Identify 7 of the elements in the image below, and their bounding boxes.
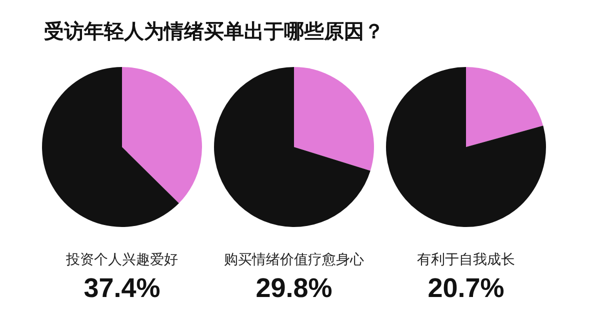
text: 37.4% [84,273,160,303]
text: 20.7% [428,273,504,303]
text: 29.8% [256,273,332,303]
text: 受访年轻人为情绪买单出于哪些原因？ [44,20,384,43]
text: 投资个人兴趣爱好 [65,251,178,267]
text: 有利于自我成长 [417,251,515,267]
text: 购买情绪价值疗愈身心 [224,251,364,267]
